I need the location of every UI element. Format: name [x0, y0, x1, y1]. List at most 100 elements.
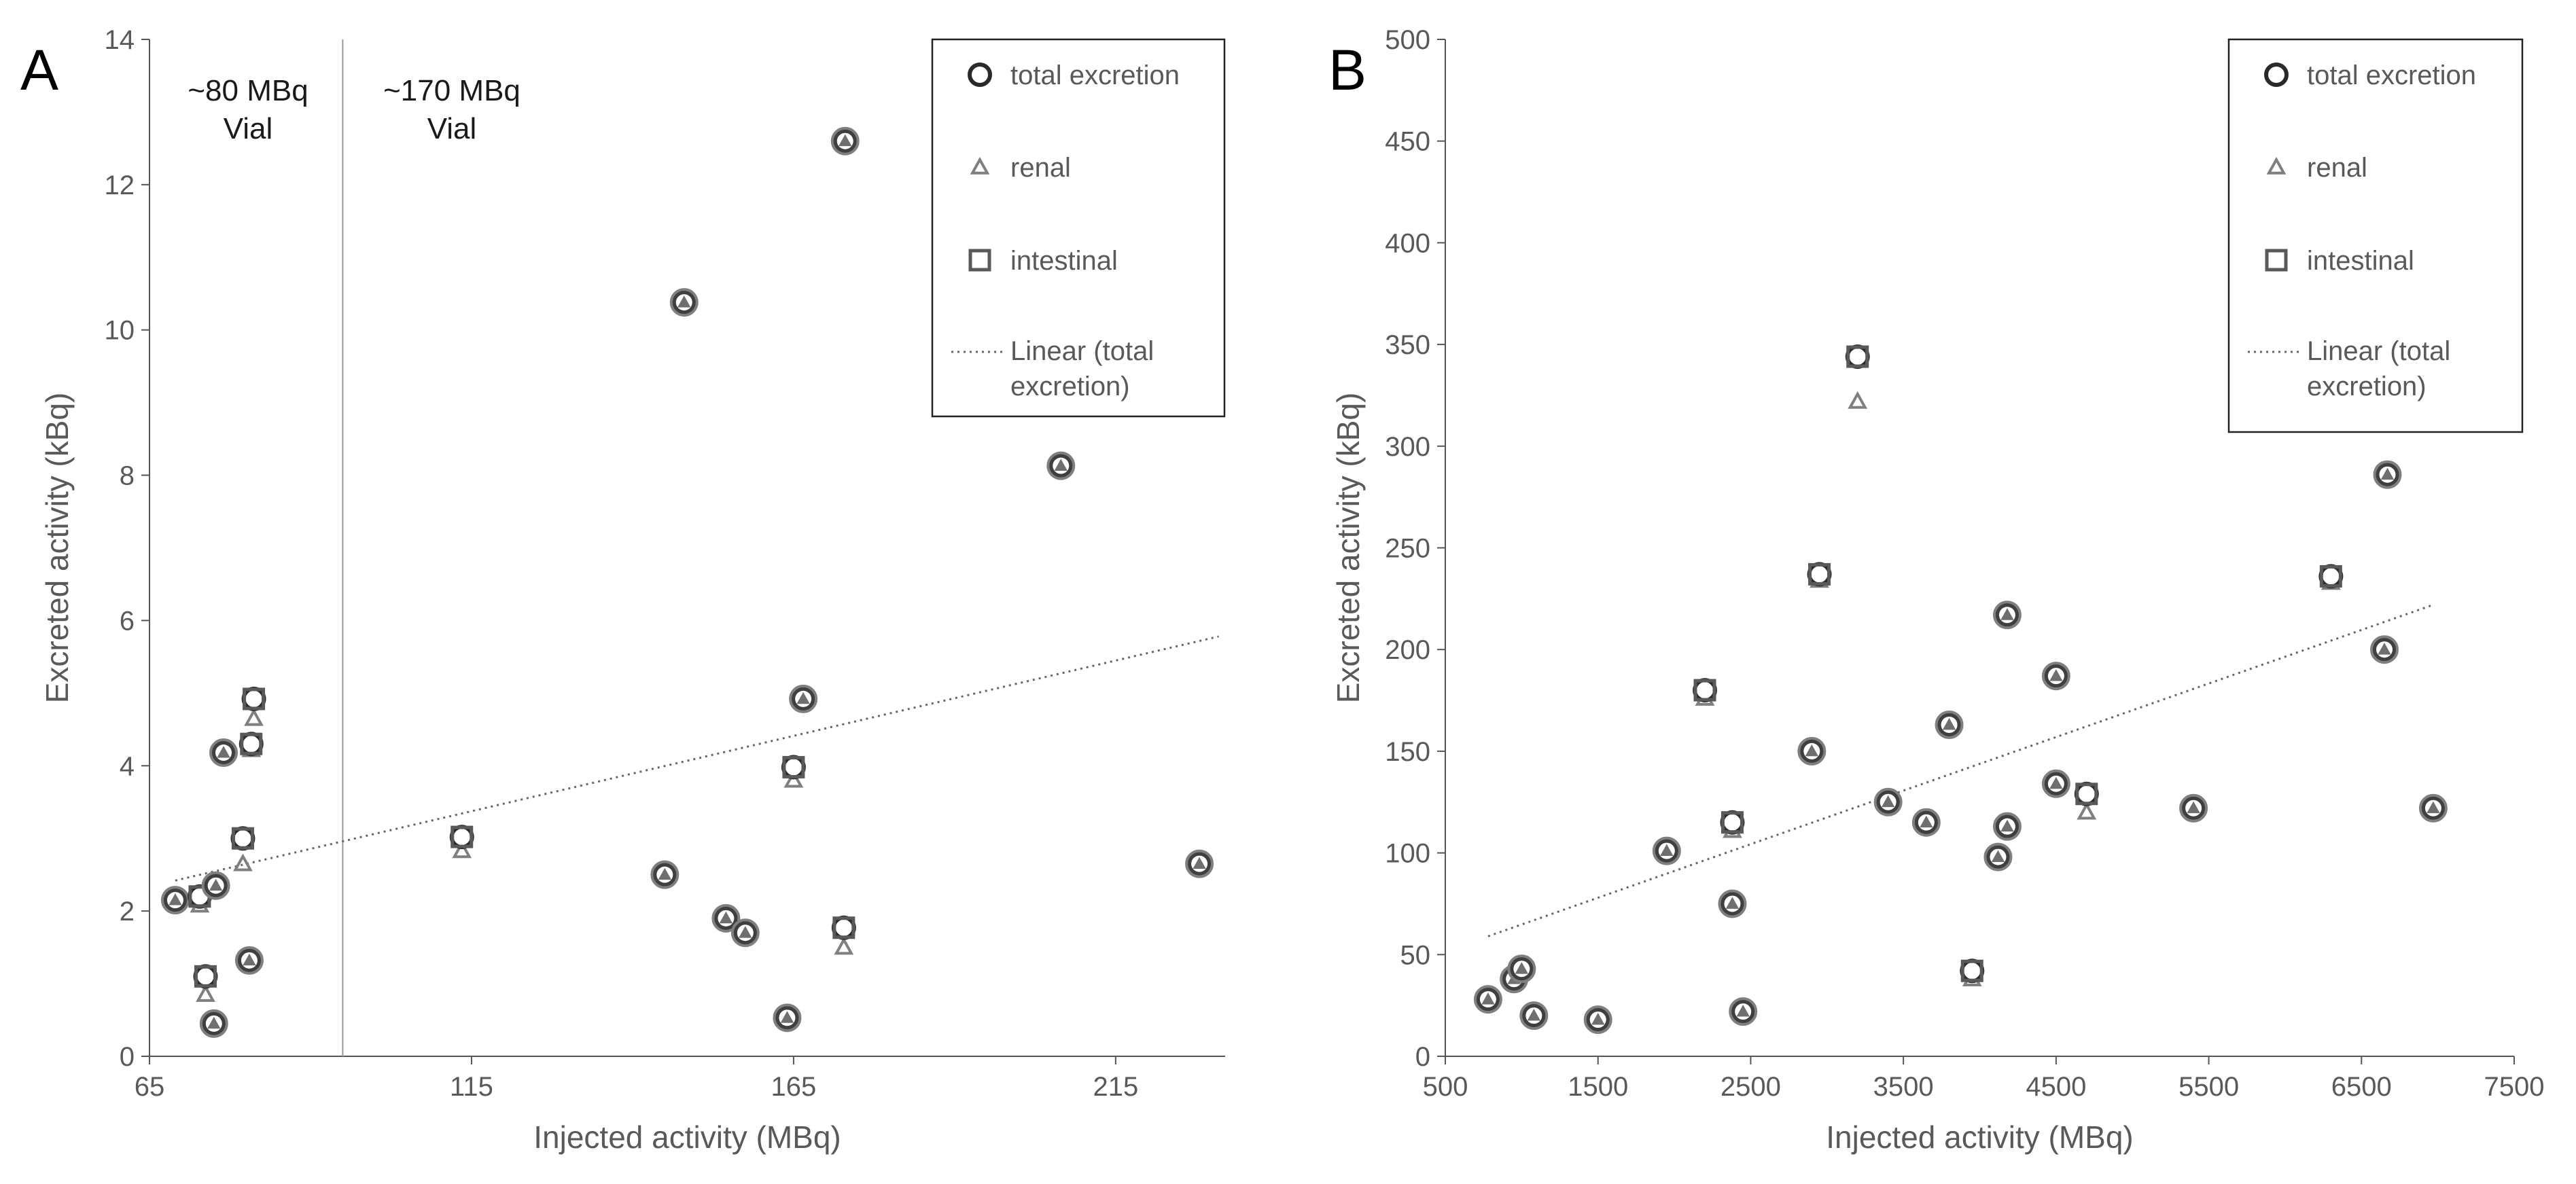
- y-tick-label: 250: [1385, 534, 1430, 564]
- data-point-intestinal: [243, 687, 266, 711]
- data-point-total-excretion-tri: [780, 1011, 794, 1023]
- legend-label: intestinal: [1010, 246, 1118, 276]
- data-point-intestinal: [2319, 564, 2342, 588]
- y-tick-label: 450: [1385, 127, 1430, 157]
- y-tick-label: 8: [120, 461, 135, 491]
- data-point-total-excretion-tri: [2380, 467, 2395, 480]
- vial-annotation: ~80 MBq: [188, 74, 308, 107]
- data-point-intestinal: [1846, 345, 1869, 368]
- data-point-total-excretion-tri: [1725, 897, 1740, 909]
- data-point-total-excretion-tri: [1942, 717, 1956, 730]
- y-tick-label: 50: [1400, 940, 1431, 970]
- data-point-total-excretion-tri: [796, 692, 810, 704]
- legend-label: Linear (total: [1010, 336, 1154, 366]
- vial-annotation: Vial: [224, 112, 273, 145]
- data-point-total-excretion-tri: [1193, 857, 1206, 869]
- data-point-renal: [2077, 802, 2097, 820]
- y-tick-label: 350: [1385, 330, 1430, 360]
- data-point-total-excretion-tri: [1660, 844, 1674, 857]
- linear-trendline: [175, 635, 1219, 882]
- data-point-total-excretion-tri: [1805, 744, 1819, 757]
- data-point-total-excretion-tri: [2000, 608, 2014, 620]
- data-point-total-excretion-tri: [2378, 643, 2391, 655]
- data-point-total-excretion: [831, 915, 856, 940]
- data-point-total-excretion: [241, 686, 266, 711]
- x-tick-label: 2500: [1721, 1072, 1781, 1102]
- vial-annotation: ~170 MBq: [383, 74, 521, 107]
- data-point-total-excretion: [239, 732, 264, 757]
- x-tick-label: 6500: [2331, 1072, 2392, 1102]
- data-point-total-excretion-tri: [1527, 1009, 1541, 1021]
- data-point-total-excretion: [1807, 562, 1832, 587]
- y-tick-label: 150: [1385, 737, 1430, 767]
- x-axis-title: Injected activity (MBq): [1826, 1119, 2133, 1155]
- data-point-total-excretion: [1720, 810, 1745, 835]
- data-point-total-excretion-tri: [209, 878, 223, 891]
- data-point-total-excretion-tri: [243, 953, 256, 966]
- y-tick-label: 10: [105, 316, 135, 346]
- data-point-total-excretion-tri: [1591, 1013, 1605, 1025]
- data-point-total-excretion-tri: [169, 893, 182, 905]
- legend-marker-triangle: [970, 156, 990, 175]
- x-tick-label: 1500: [1568, 1072, 1628, 1102]
- linear-trendline: [1487, 603, 2434, 937]
- data-point-total-excretion-tri: [658, 867, 672, 880]
- data-point-total-excretion-tri: [839, 134, 852, 147]
- data-point-total-excretion-tri: [1515, 962, 1529, 974]
- legend-marker-circle: [968, 62, 992, 87]
- panel-b-chart: 0 50 100 150 200 250 300 350 400 450 500 500 1500 250…: [1328, 25, 2544, 1155]
- x-tick-label: 500: [1423, 1072, 1468, 1102]
- data-point-total-excretion-tri: [1054, 459, 1068, 471]
- data-point-total-excretion-tri: [207, 1016, 221, 1029]
- data-point-total-excretion-tri: [739, 926, 752, 938]
- x-tick-label: 65: [135, 1072, 165, 1102]
- data-point-intestinal: [832, 916, 855, 939]
- data-point-renal: [452, 840, 472, 859]
- data-point-renal: [1848, 391, 1868, 409]
- data-point-total-excretion-tri: [1736, 1005, 1750, 1017]
- data-point-renal: [233, 853, 253, 872]
- data-point-total-excretion: [449, 825, 474, 850]
- data-point-renal: [196, 984, 215, 1002]
- y-tick-label: 100: [1385, 839, 1430, 869]
- x-axis-title: Injected activity (MBq): [533, 1119, 841, 1155]
- data-point-total-excretion: [1845, 344, 1870, 370]
- y-tick-label: 0: [1415, 1042, 1430, 1072]
- y-tick-label: 2: [120, 897, 135, 927]
- data-point-total-excretion: [1960, 958, 1985, 984]
- legend-marker-circle: [2264, 62, 2289, 87]
- y-axis-title: Excreted activity (kBq): [1330, 393, 1366, 704]
- data-point-intestinal: [1960, 959, 1983, 982]
- x-tick-label: 165: [771, 1072, 817, 1102]
- data-point-total-excretion-tri: [1481, 992, 1495, 1005]
- data-point-total-excretion: [2318, 564, 2344, 589]
- data-point-renal: [783, 770, 804, 788]
- y-axis-title: Excreted activity (kBq): [39, 393, 75, 704]
- data-point-total-excretion-tri: [677, 295, 691, 308]
- legend-label: excretion): [1010, 372, 1130, 401]
- data-point-total-excretion-tri: [2049, 776, 2063, 789]
- data-point-total-excretion-tri: [2000, 819, 2014, 832]
- y-tick-label: 200: [1385, 635, 1430, 665]
- data-point-intestinal: [1693, 679, 1716, 702]
- data-point-total-excretion: [781, 755, 806, 780]
- data-point-total-excretion-tri: [1881, 795, 1895, 808]
- y-tick-label: 14: [105, 25, 135, 55]
- x-tick-label: 3500: [1873, 1072, 1934, 1102]
- legend-label: excretion): [2307, 372, 2427, 401]
- data-point-renal: [244, 708, 264, 726]
- data-point-total-excretion-tri: [2187, 801, 2200, 814]
- legend-marker-triangle: [2266, 156, 2287, 175]
- data-point-total-excretion-tri: [1991, 850, 2005, 862]
- legend-label: total excretion: [1010, 60, 1180, 90]
- data-point-intestinal: [240, 732, 263, 755]
- legend-label: Linear (total: [2307, 336, 2450, 366]
- x-tick-label: 4500: [2026, 1072, 2086, 1102]
- data-point-total-excretion-tri: [217, 745, 230, 758]
- data-point-intestinal: [1808, 562, 1831, 586]
- data-point-intestinal: [782, 755, 805, 778]
- data-point-intestinal: [1721, 811, 1744, 834]
- x-tick-label: 115: [450, 1072, 493, 1102]
- y-tick-label: 500: [1385, 25, 1430, 55]
